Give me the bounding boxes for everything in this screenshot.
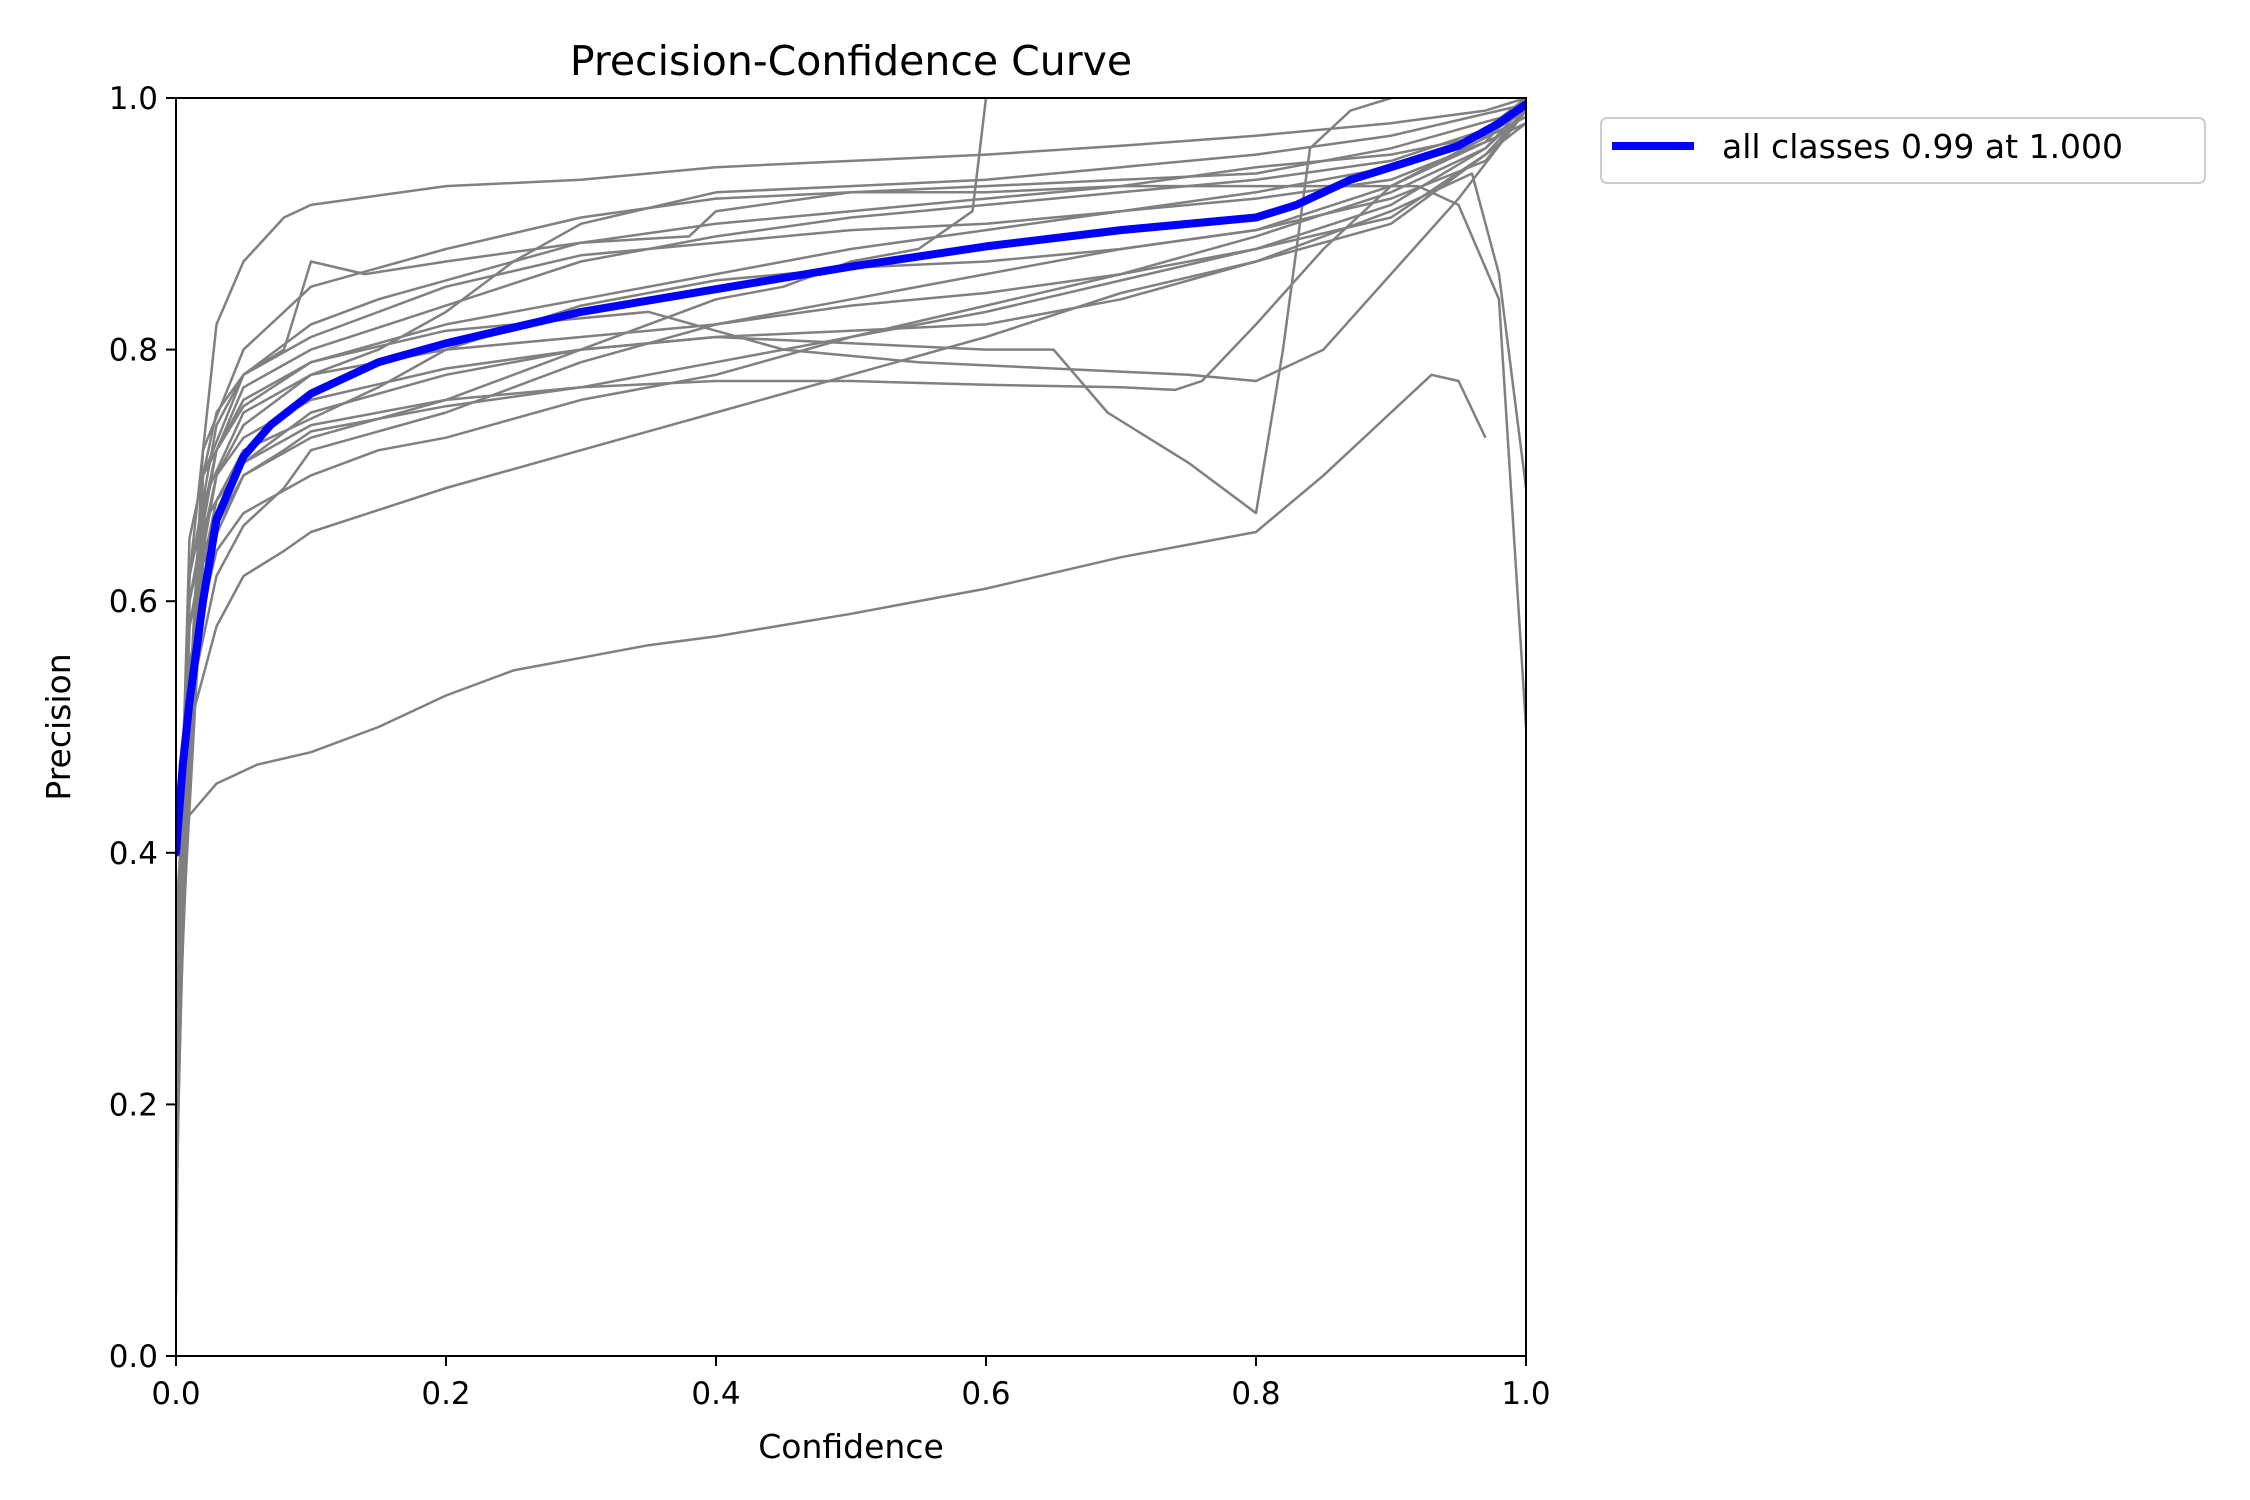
class-curve-line: [176, 115, 1526, 1130]
legend-label-all-classes: all classes 0.99 at 1.000: [1722, 127, 2123, 166]
all-classes-curve-group: [176, 100, 1526, 857]
class-curve-line: [176, 109, 1526, 979]
class-curve-line: [176, 98, 1526, 1105]
class-curve-line: [176, 109, 1526, 1168]
y-axis-label: Precision: [39, 653, 78, 800]
y-tick-label: 0.2: [109, 1087, 158, 1123]
class-curve-line: [176, 373, 1487, 1294]
class-curve-line: [176, 109, 1526, 1105]
x-tick-label: 0.6: [961, 1376, 1010, 1412]
legend-box: [1600, 117, 2206, 184]
class-curve-line: [176, 109, 1526, 916]
y-tick-label: 0.8: [109, 333, 158, 369]
plot-frame: [175, 97, 1527, 1357]
class-curve-line: [176, 98, 988, 1055]
y-tick-label: 0.4: [109, 836, 158, 872]
x-tick-label: 0.4: [691, 1376, 740, 1412]
x-axis: 0.0 0.2 0.4 0.6 0.8 1.0: [151, 1356, 1551, 1412]
x-tick-label: 1.0: [1501, 1376, 1550, 1412]
all-classes-curve: [176, 100, 1526, 857]
y-tick-label: 1.0: [109, 81, 158, 117]
class-curve-line: [176, 98, 1392, 1042]
chart-title: Precision-Confidence Curve: [570, 37, 1132, 85]
x-tick-label: 0.0: [151, 1376, 200, 1412]
x-tick-label: 0.2: [421, 1376, 470, 1412]
x-axis-label: Confidence: [758, 1427, 944, 1466]
y-tick-label: 0.0: [109, 1339, 158, 1375]
class-curve-line: [176, 103, 1526, 979]
legend: all classes 0.99 at 1.000: [1600, 117, 2206, 184]
x-tick-label: 0.8: [1231, 1376, 1280, 1412]
y-tick-label: 0.6: [109, 584, 158, 620]
class-curve-line: [176, 172, 1526, 1004]
class-curve-line: [176, 109, 1526, 1206]
y-axis: 0.0 0.2 0.4 0.6 0.8 1.0: [109, 81, 176, 1375]
class-curve-line: [176, 98, 1526, 1231]
